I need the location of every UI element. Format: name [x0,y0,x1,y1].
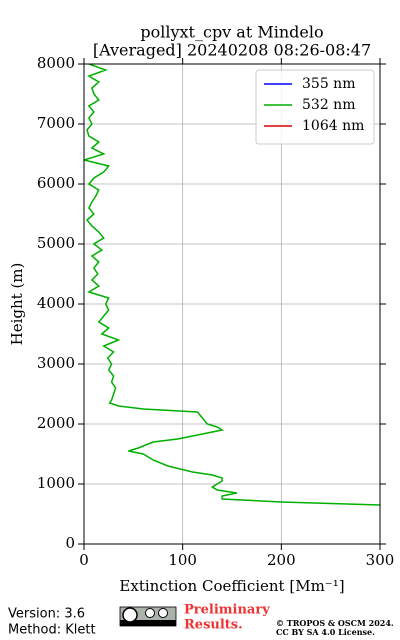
y-tick-label: 8000 [37,54,75,72]
x-tick-label: 0 [79,551,89,569]
method: Method: Klett [8,623,96,638]
x-tick-label: 200 [267,551,296,569]
results: Results. [184,618,243,633]
x-tick-label: 100 [168,551,197,569]
y-tick-label: 3000 [37,354,75,372]
legend: 355 nm 532 nm 1064 nm [255,69,375,145]
y-tick-label: 2000 [37,414,75,432]
y-tick-label: 1000 [37,474,75,492]
legend-label: 1064 nm [302,118,364,134]
copyright: © TROPOS & OSCM 2024. [276,618,394,628]
license: CC BY SA 4.0 License. [276,627,375,637]
profile-line [84,64,380,506]
x-axis-label: Extinction Coefficient [Mm⁻¹] [119,577,344,595]
y-tick-label: 4000 [37,294,75,312]
legend-label: 532 nm [302,97,355,113]
plot-lines [84,64,380,506]
y-tick-label: 6000 [37,174,75,192]
x-tick-label: 300 [366,551,395,569]
chart-title: pollyxt_cpv at Mindelo [140,23,323,42]
cc-logo [119,606,177,627]
y-axis-label: Height (m) [8,263,26,346]
preliminary: Preliminary [184,603,270,618]
chart-subtitle: [Averaged] 20240208 08:26-08:47 [93,41,371,60]
y-tick-label: 0 [65,534,75,552]
version: Version: 3.6 [8,607,85,622]
legend-label: 355 nm [302,76,355,92]
y-tick-label: 7000 [37,114,75,132]
y-tick-label: 5000 [37,234,75,252]
